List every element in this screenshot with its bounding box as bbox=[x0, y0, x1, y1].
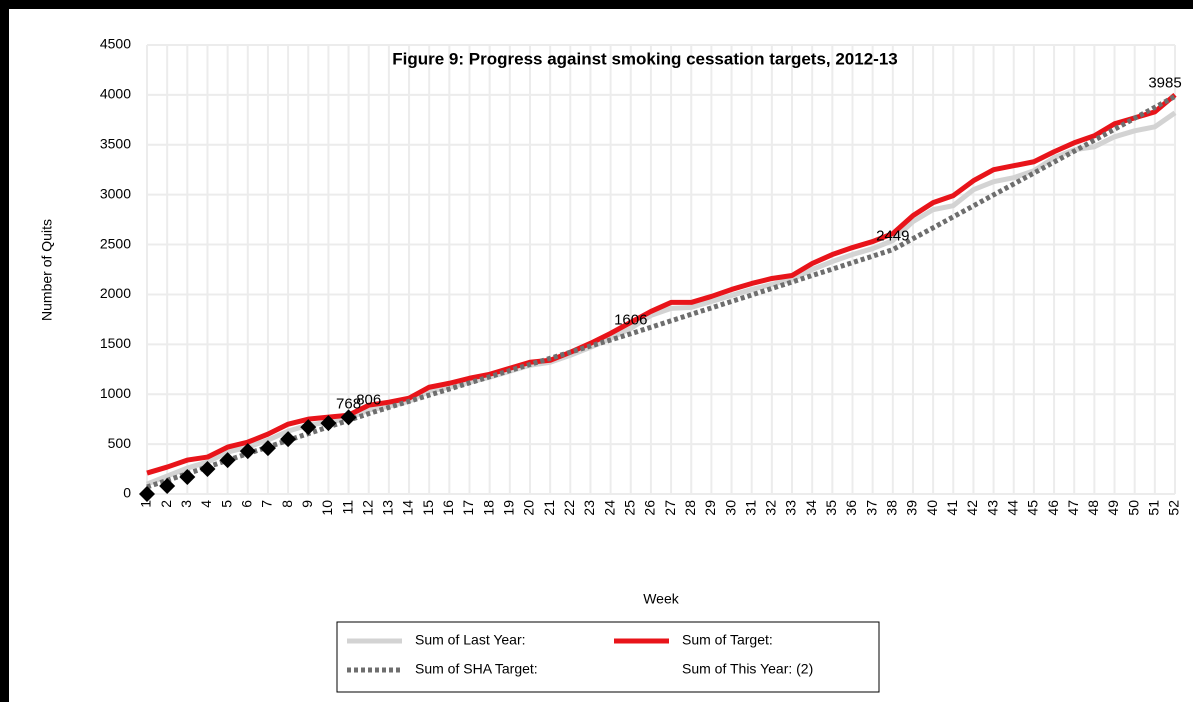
x-tick-label: 27 bbox=[662, 500, 678, 516]
data-label: 806 bbox=[356, 392, 381, 409]
x-tick-label: 28 bbox=[682, 500, 698, 516]
x-tick-label: 22 bbox=[561, 500, 577, 516]
x-tick-label: 52 bbox=[1166, 500, 1182, 516]
diamond-marker bbox=[320, 415, 337, 432]
x-tick-label: 25 bbox=[621, 500, 637, 516]
diamond-marker bbox=[199, 461, 216, 478]
x-tick-label: 6 bbox=[238, 500, 254, 508]
x-tick-label: 21 bbox=[541, 500, 557, 516]
y-tick-label: 2500 bbox=[100, 235, 131, 251]
x-tick-label: 16 bbox=[440, 500, 456, 516]
x-tick-label: 2 bbox=[158, 500, 174, 508]
legend-label: Sum of Target: bbox=[682, 632, 773, 648]
series-line bbox=[146, 94, 1177, 490]
legend-label: Sum of Last Year: bbox=[415, 632, 526, 648]
legend-label: Sum of SHA Target: bbox=[415, 661, 538, 677]
x-tick-label: 32 bbox=[763, 500, 779, 516]
x-tick-label: 9 bbox=[299, 500, 315, 508]
x-tick-label: 5 bbox=[218, 500, 234, 508]
x-tick-label: 15 bbox=[420, 500, 436, 516]
x-tick-label: 45 bbox=[1025, 500, 1041, 516]
y-axis-label: Number of Quits bbox=[39, 219, 55, 321]
y-tick-label: 500 bbox=[108, 435, 132, 451]
legend: Sum of Last Year: Sum of Target: Sum of SH… bbox=[347, 632, 813, 677]
x-tick-label: 40 bbox=[924, 500, 940, 516]
x-tick-label: 44 bbox=[1004, 500, 1020, 516]
x-tick-label: 14 bbox=[400, 500, 416, 516]
series-line bbox=[146, 110, 1177, 487]
y-tick-label: 1500 bbox=[100, 335, 131, 351]
y-tick-label: 4000 bbox=[100, 86, 131, 102]
x-tick-label: 36 bbox=[843, 500, 859, 516]
x-tick-label: 33 bbox=[783, 500, 799, 516]
x-tick-label: 10 bbox=[319, 500, 335, 516]
data-label: 1606 bbox=[614, 312, 647, 329]
diamond-marker bbox=[179, 469, 196, 486]
x-tick-label: 51 bbox=[1146, 500, 1162, 516]
series-line bbox=[146, 92, 1177, 476]
diamond-marker bbox=[280, 431, 297, 448]
diamond-marker bbox=[139, 486, 155, 502]
y-tick-label: 2000 bbox=[100, 285, 131, 301]
x-tick-label: 13 bbox=[380, 500, 396, 516]
x-tick-label: 11 bbox=[339, 500, 355, 515]
x-tick-label: 31 bbox=[742, 500, 758, 516]
x-tick-label: 20 bbox=[521, 500, 537, 516]
x-tick-label: 1 bbox=[138, 500, 154, 508]
x-tick-label: 30 bbox=[722, 500, 738, 516]
data-label: 768 bbox=[336, 395, 361, 412]
diamond-marker bbox=[219, 452, 236, 469]
x-tick-label: 7 bbox=[259, 500, 275, 508]
diamond-marker bbox=[340, 409, 357, 426]
x-tick-label: 35 bbox=[823, 500, 839, 516]
marks bbox=[139, 92, 1177, 502]
diamond-marker bbox=[259, 440, 276, 457]
x-tick-label: 41 bbox=[944, 500, 960, 516]
chart-title: Figure 9: Progress against smoking cessa… bbox=[392, 49, 897, 68]
legend-box bbox=[336, 621, 880, 693]
x-tick-label: 8 bbox=[279, 500, 295, 508]
x-tick-label: 17 bbox=[460, 500, 476, 516]
x-tick-label: 39 bbox=[904, 500, 920, 516]
y-tick-label: 4500 bbox=[100, 36, 131, 52]
grid bbox=[146, 44, 1176, 495]
data-label: 2449 bbox=[876, 228, 909, 245]
x-tick-label: 4 bbox=[198, 500, 214, 508]
y-tick-label: 3500 bbox=[100, 135, 131, 151]
x-tick-label: 47 bbox=[1065, 500, 1081, 516]
x-tick-label: 34 bbox=[803, 500, 819, 516]
diamond-marker bbox=[239, 443, 256, 460]
x-tick-label: 3 bbox=[178, 500, 194, 508]
x-tick-label: 18 bbox=[480, 500, 496, 516]
y-tick-label: 1000 bbox=[100, 385, 131, 401]
x-tick-label: 12 bbox=[359, 500, 375, 516]
legend-label: Sum of This Year: (2) bbox=[682, 661, 813, 677]
x-tick-label: 48 bbox=[1085, 500, 1101, 516]
frame-left bbox=[0, 0, 9, 702]
x-tick-label: 19 bbox=[501, 500, 517, 516]
x-tick-label: 37 bbox=[863, 500, 879, 516]
x-tick-label: 42 bbox=[964, 500, 980, 516]
y-tick-label: 3000 bbox=[100, 185, 131, 201]
diamond-marker bbox=[300, 419, 317, 436]
x-tick-label: 24 bbox=[601, 500, 617, 516]
diamond-marker bbox=[159, 478, 176, 495]
x-tick-label: 38 bbox=[884, 500, 900, 516]
x-axis-label: Week bbox=[643, 591, 680, 607]
x-tick-label: 29 bbox=[702, 500, 718, 516]
x-tick-label: 23 bbox=[581, 500, 597, 516]
x-tick-label: 50 bbox=[1125, 500, 1141, 516]
frame-top bbox=[0, 0, 1193, 9]
x-tick-label: 26 bbox=[642, 500, 658, 516]
x-tick-label: 43 bbox=[984, 500, 1000, 516]
x-tick-label: 46 bbox=[1045, 500, 1061, 516]
data-label: 3985 bbox=[1148, 74, 1181, 91]
y-tick-label: 0 bbox=[123, 485, 131, 501]
x-tick-label: 49 bbox=[1105, 500, 1121, 516]
